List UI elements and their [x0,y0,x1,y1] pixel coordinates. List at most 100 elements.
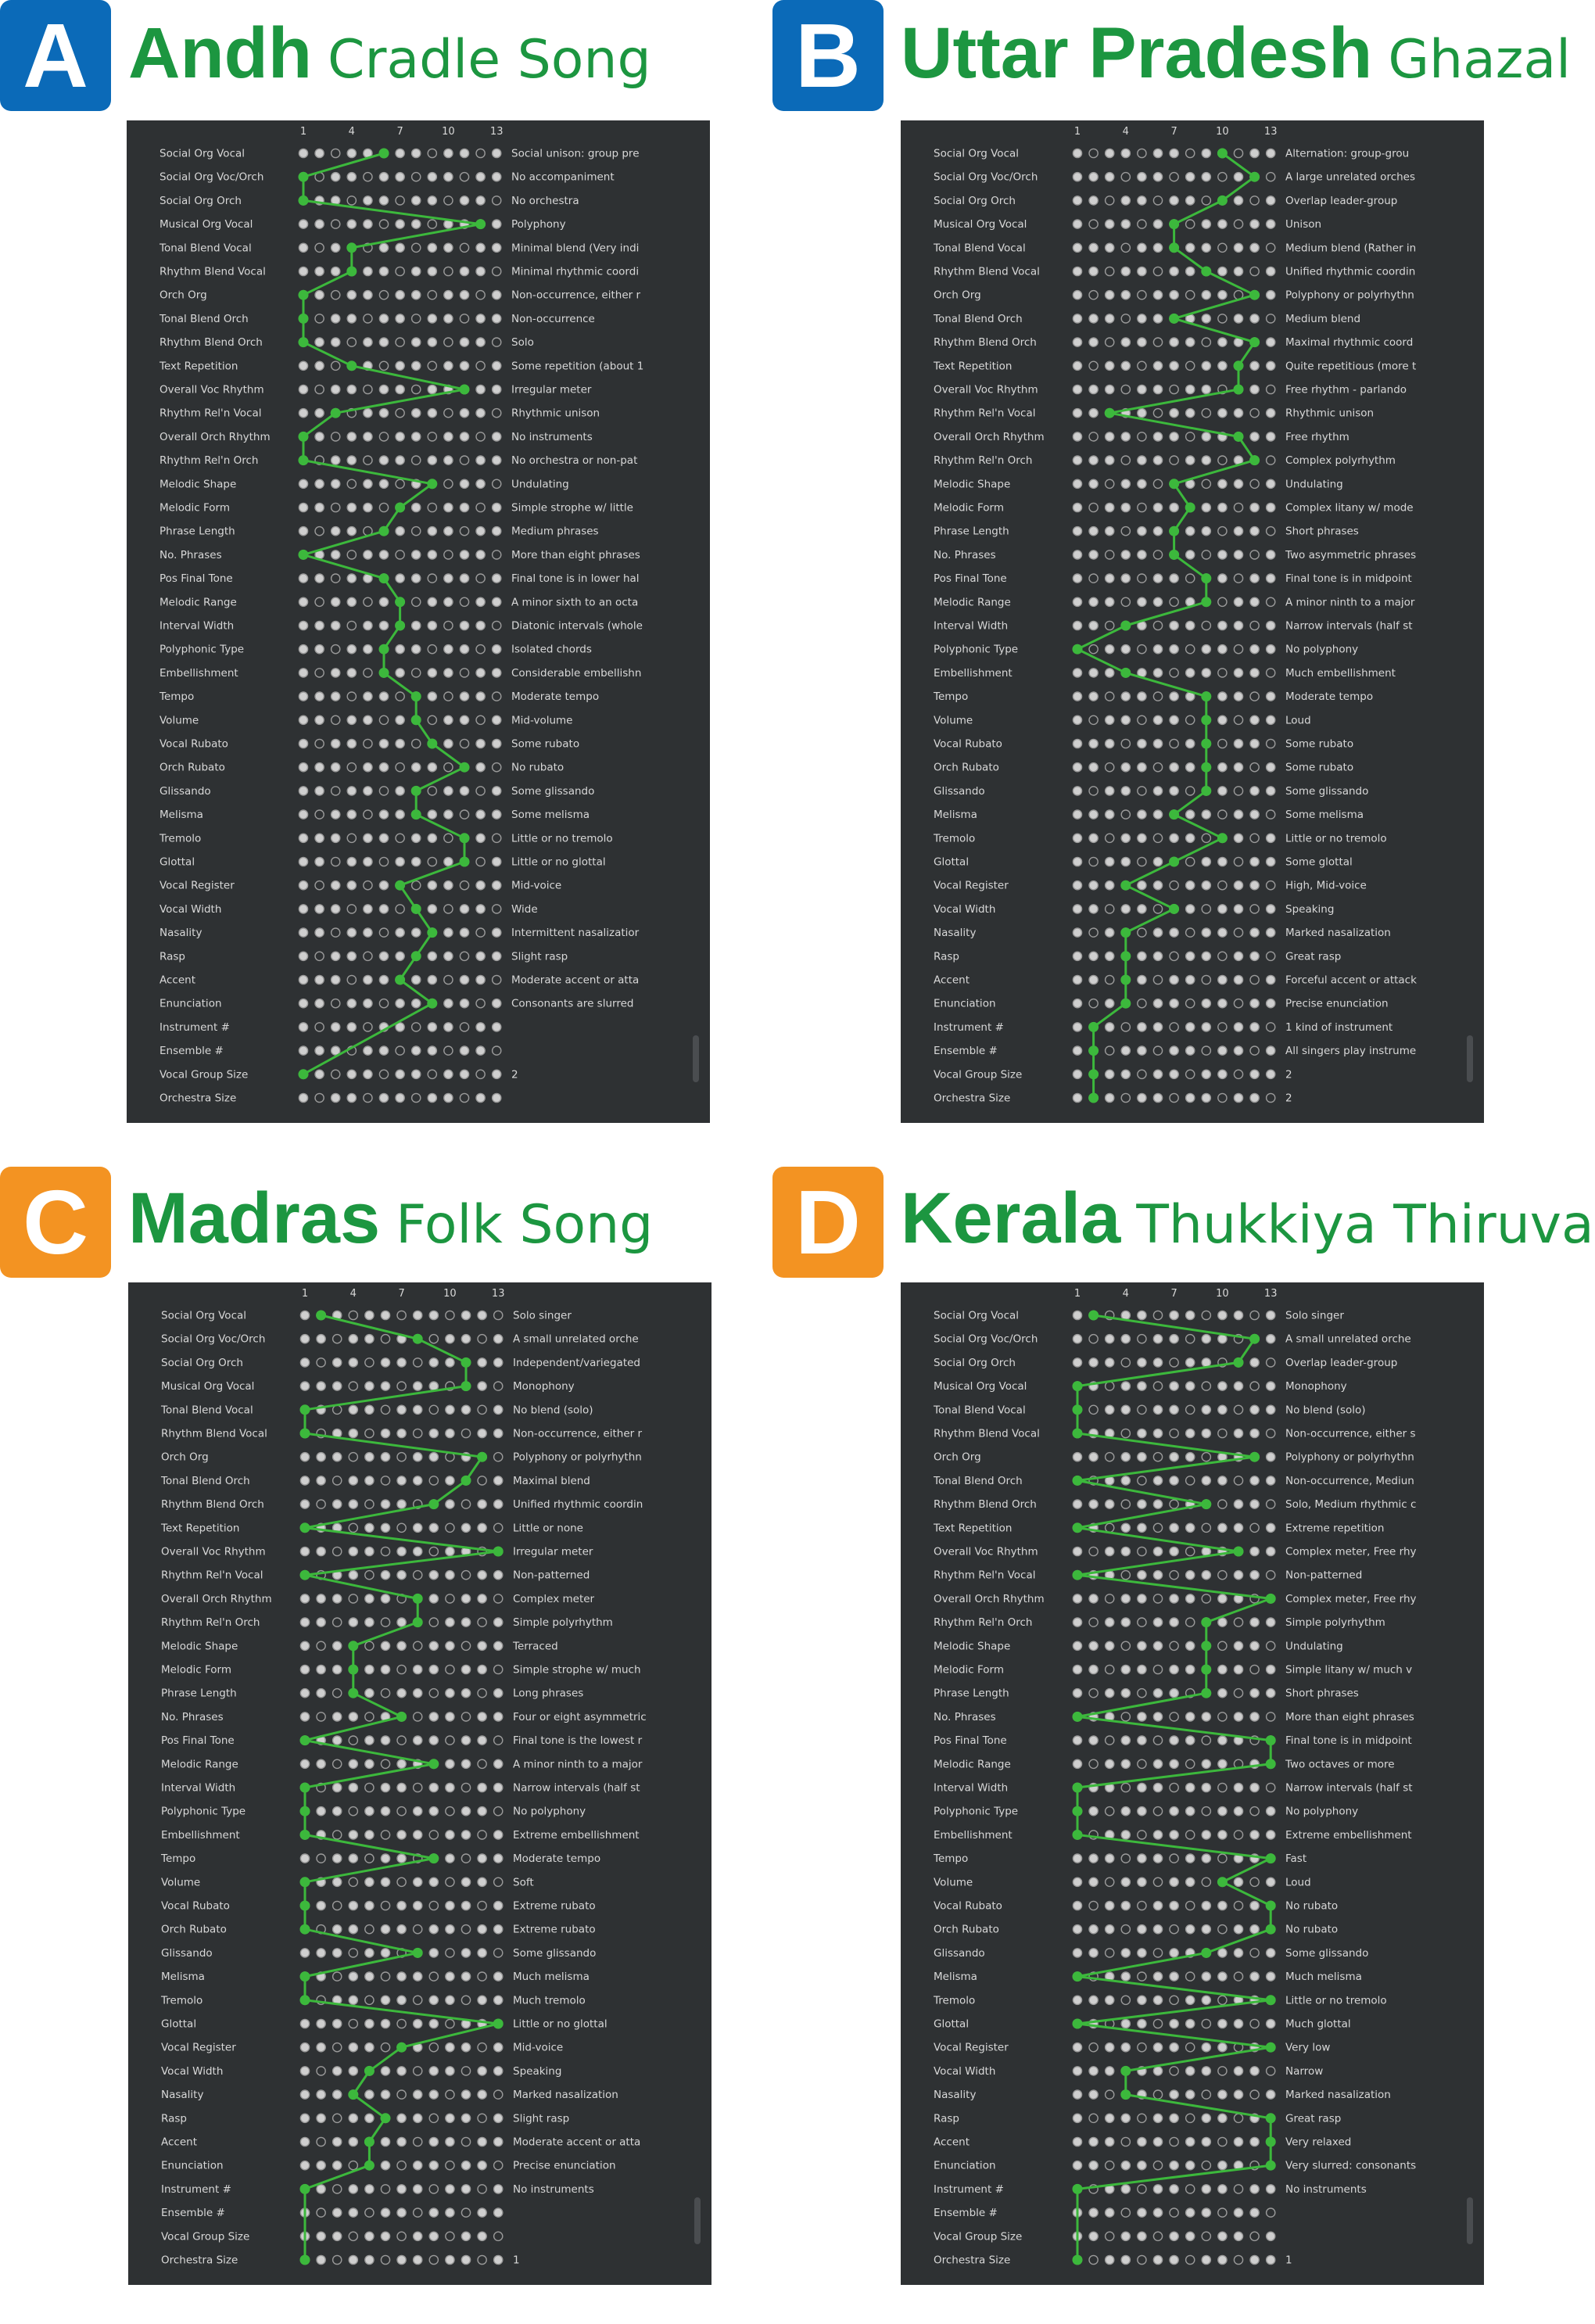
scale-dot [364,1404,375,1415]
scale-dot [1152,1333,1163,1344]
scale-dot [427,691,438,701]
row-description: Unison [1285,218,1321,231]
scale-dot [1137,715,1147,726]
scale-dot [475,998,486,1009]
scale-dot [1120,856,1131,867]
scale-dot [1185,1451,1195,1462]
scale-dot [1169,1971,1179,1981]
scale-dot [1201,856,1212,867]
row-label: Overall Orch Rhythm [934,431,1045,443]
scale-dot [298,148,309,159]
scale-dot [1072,314,1083,324]
scale-dot [332,1451,342,1462]
scale-dot [1088,715,1099,726]
scale-dot [1152,479,1163,490]
row-description: Forceful accent or attack [1285,974,1417,987]
scale-dot [363,479,373,490]
scale-dot [445,1664,455,1675]
scale-dot [475,360,486,371]
scale-dot [1201,2160,1212,2171]
scale-dot [332,1853,342,1863]
row-description: Little or no glottal [511,856,606,869]
scale-dot [1169,1428,1179,1439]
scale-dot [364,1569,375,1580]
scale-dot [1217,1735,1228,1745]
panel-b-name: Uttar Pradesh [901,13,1373,93]
scale-dot [1249,1687,1260,1698]
scale-dot [1249,715,1260,726]
scale-dot [1201,1045,1212,1056]
scale-dot [461,2184,471,2194]
panel-d-name: Kerala [901,1178,1121,1258]
scale-dot [445,1476,455,1486]
profile-point [395,880,406,891]
scale-dot [314,1022,324,1032]
scale-dot [1201,951,1212,962]
scale-dot [380,2184,391,2194]
scale-dot [378,762,389,773]
scale-dot [1265,927,1276,938]
scale-dot [428,1900,439,1911]
scale-dot [330,455,341,465]
row-description: Wide [511,903,538,916]
scale-dot [1265,1310,1276,1321]
row-description: No polyphony [513,1806,586,1818]
scale-dot [410,620,421,631]
scale-dot [1217,1522,1228,1533]
scale-dot [1137,1333,1147,1344]
scale-dot [1185,1971,1195,1981]
scale-dot [316,1687,326,1698]
scale-dot [1185,762,1195,773]
scale-dot [1265,644,1276,655]
scale-dot [459,1092,470,1103]
scale-dot [332,1830,342,1840]
scale-dot [445,1924,455,1935]
row-description: Some rubato [1285,738,1353,751]
scale-dot [332,1546,342,1557]
scale-dot [348,1476,359,1486]
scale-dot [298,644,309,655]
scale-dot [314,1045,324,1056]
scale-dot [1217,337,1228,347]
scale-dot [1104,1404,1115,1415]
scale-dot [1152,289,1163,300]
scale-dot [1233,1971,1244,1981]
scale-dot [1185,195,1195,206]
row-description: Simple polyrhythm [1285,1616,1385,1629]
profile-point [1265,1853,1276,1864]
scale-dot [1104,384,1115,395]
scale-dot [1072,1900,1083,1911]
scale-dot [1104,927,1115,938]
row-description: Irregular meter [511,384,592,396]
scale-dot [1152,786,1163,796]
scale-dot [1137,550,1147,560]
scale-dot [1120,1641,1131,1652]
scale-dot [1265,1971,1276,1981]
scale-dot [445,2066,455,2076]
scale-dot [346,738,357,749]
profile-point [348,1641,359,1652]
row-label: Melisma [160,809,203,821]
scale-dot [1265,1569,1276,1580]
scale-dot [1185,620,1195,631]
scale-dot [1169,148,1179,159]
scale-dot [1104,360,1115,371]
scale-dot [380,2231,391,2242]
scale-dot [443,1069,453,1080]
panel-a-subtitle: Cradle Song [328,29,651,91]
scale-dot [1152,573,1163,583]
scale-dot [298,242,309,253]
row-label: Vocal Group Size [161,2230,249,2243]
row-description: Rhythmic unison [1285,407,1374,420]
scale-dot [445,2160,455,2171]
scale-dot [1137,1522,1147,1533]
scale-dot [493,1641,504,1652]
scale-dot [1152,2160,1163,2171]
row-description: Final tone is in midpoint [1285,572,1412,585]
scale-dot [378,1069,389,1080]
scale-dot [445,2042,455,2053]
scale-dot [1249,786,1260,796]
row-description: Non-patterned [513,1569,590,1582]
scale-dot [364,1948,375,1958]
scale-dot [445,1995,455,2006]
